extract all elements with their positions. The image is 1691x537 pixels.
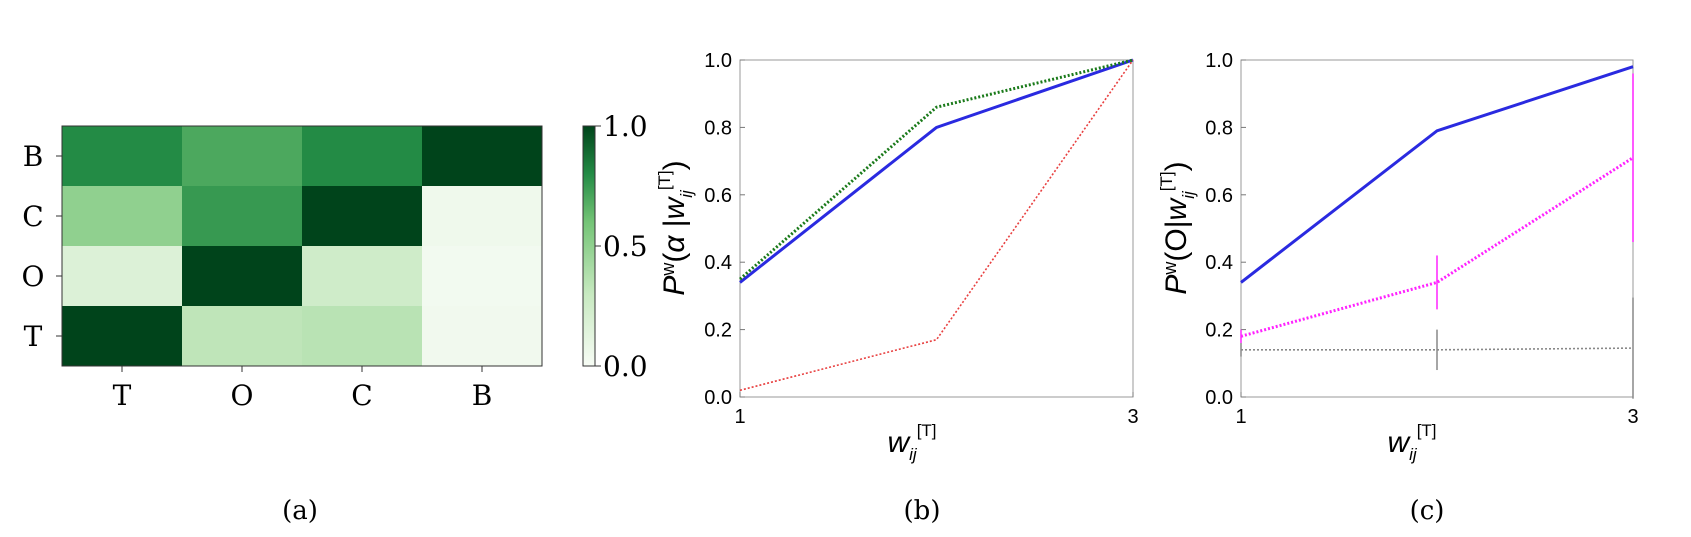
heatmap-col-label: B	[472, 379, 493, 412]
svg-text:wij[T]: wij[T]	[887, 421, 936, 464]
series-line-3	[739, 59, 1134, 392]
x-axis-title-b: wij[T]	[887, 421, 936, 464]
heatmap-row-label: O	[22, 260, 45, 293]
x-tick-label: 3	[1127, 406, 1138, 428]
line-chart-b: 0.0 0.2 0.4 0.6 0.8 1.0 1 3 Pw(α |wij[T]) wij[…	[655, 50, 1139, 526]
heatmap-cell	[302, 186, 422, 246]
heatmap-row-label: T	[24, 320, 43, 353]
x-tick-label: 3	[1627, 406, 1638, 428]
heatmap-cell	[182, 306, 302, 366]
heatmap-cell	[182, 186, 302, 246]
caption-b: (b)	[904, 496, 941, 526]
heatmap-cell	[302, 306, 422, 366]
caption-a: (a)	[282, 496, 318, 526]
series-line-1	[1240, 65, 1634, 284]
heatmap-cell	[62, 306, 182, 366]
y-axis-title-b: Pw(α |wij[T])	[655, 160, 696, 295]
heatmap-col-label: T	[113, 379, 132, 412]
heatmap-cell	[182, 246, 302, 306]
x-axis-title-c: wij[T]	[1387, 421, 1436, 464]
heatmap-cell	[62, 246, 182, 306]
caption-c: (c)	[1410, 496, 1445, 526]
colorbar-tick-label: 1.0	[603, 110, 648, 143]
series-line-2	[739, 58, 1134, 281]
y-tick-label: 0.0	[704, 387, 732, 409]
x-tick-label: 1	[1235, 406, 1246, 428]
y-tick-label: 0.8	[1205, 117, 1233, 139]
heatmap-cell	[62, 126, 182, 186]
svg-text:wij[T]: wij[T]	[1387, 421, 1436, 464]
y-tick-label: 0.6	[704, 185, 732, 207]
y-tick-label: 0.4	[704, 252, 732, 274]
y-tick-label: 0.2	[704, 320, 732, 342]
heatmap-row-label: C	[22, 200, 43, 233]
svg-text:Pw(α |wij[T]): Pw(α |wij[T])	[655, 160, 696, 295]
heatmap-cell	[422, 306, 542, 366]
heatmap-cell	[182, 126, 302, 186]
colorbar	[582, 125, 596, 367]
heatmap-cell	[422, 186, 542, 246]
heatmap-row-label: B	[23, 140, 44, 173]
y-tick-label: 1.0	[1205, 50, 1233, 72]
y-tick-label: 0.2	[1205, 320, 1233, 342]
x-tick-label: 1	[734, 406, 745, 428]
heatmap-cell	[302, 246, 422, 306]
heatmap-cell	[422, 246, 542, 306]
series-line-1	[739, 58, 1134, 284]
colorbar-tick-label: 0.5	[603, 230, 648, 263]
heatmap-col-label: C	[351, 379, 372, 412]
y-tick-label: 0.0	[1205, 387, 1233, 409]
heatmap-cell	[302, 126, 422, 186]
y-tick-label: 0.8	[704, 117, 732, 139]
plot-frame-b	[739, 59, 1134, 398]
line-chart-c: 0.0 0.2 0.4 0.6 0.8 1.0 1 3 Pw(O|wij[T]) wij[T…	[1157, 50, 1639, 526]
series-line-2	[1240, 156, 1634, 338]
colorbar-tick-label: 0.0	[603, 350, 648, 383]
y-tick-label: 0.4	[1205, 252, 1233, 274]
heatmap-cell	[422, 126, 542, 186]
y-axis-title-c: Pw(O|wij[T])	[1157, 161, 1198, 294]
heatmap-frame	[61, 125, 543, 367]
heatmap-cell	[62, 186, 182, 246]
heatmap-col-label: O	[231, 379, 254, 412]
y-tick-label: 0.6	[1205, 185, 1233, 207]
y-tick-label: 1.0	[704, 50, 732, 72]
svg-text:Pw(O|wij[T]): Pw(O|wij[T])	[1157, 161, 1198, 294]
